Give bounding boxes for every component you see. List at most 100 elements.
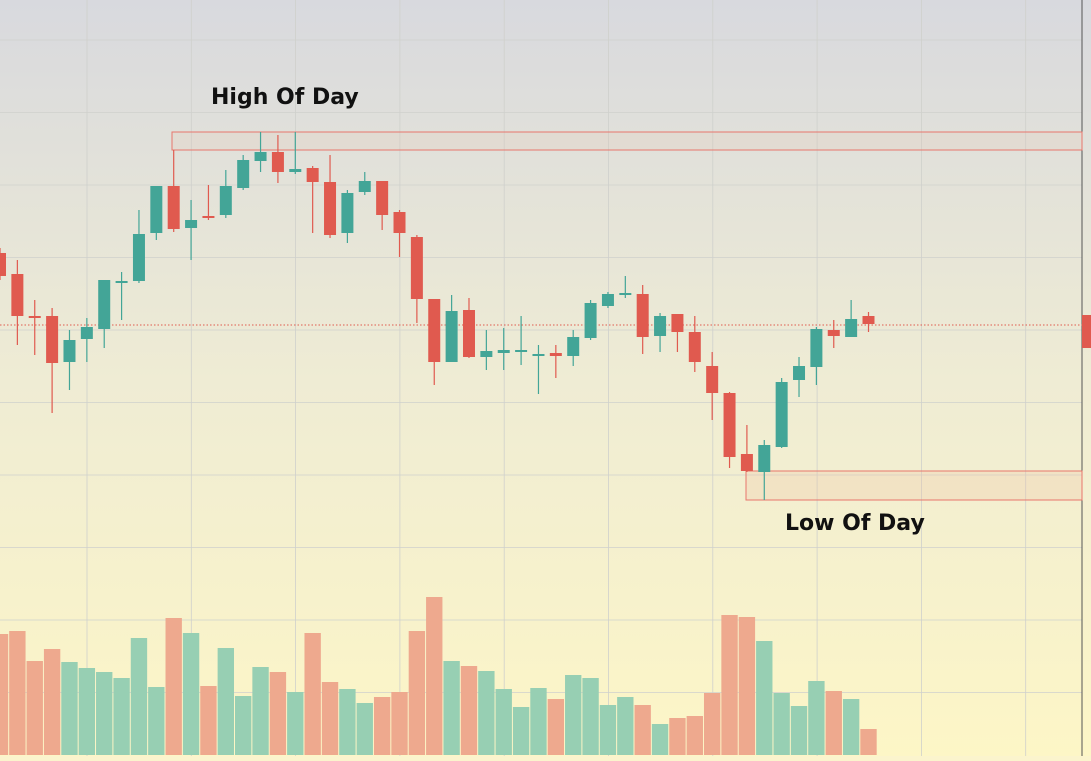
candle-body [497, 350, 510, 353]
volume-bar [391, 692, 408, 755]
candle-body [654, 316, 667, 336]
candle-body [306, 168, 319, 182]
candle-body [723, 393, 736, 457]
bottom-edge [0, 756, 1091, 761]
annotation-label: Low Of Day [785, 511, 925, 536]
candle-body [567, 337, 580, 356]
volume-bar [617, 697, 634, 755]
candle-body [150, 186, 163, 233]
volume-bar [165, 618, 182, 755]
candle-body [410, 237, 423, 299]
volume-bar [651, 724, 669, 755]
price-tag [1082, 315, 1091, 348]
volume-bar [269, 672, 287, 755]
candle-body [393, 212, 406, 233]
volume-bar [182, 633, 200, 755]
volume-bar [26, 661, 43, 755]
annotation-label: High Of Day [211, 85, 359, 110]
volume-bar [530, 688, 547, 755]
volume-bar [426, 597, 443, 755]
candle-body [636, 294, 649, 337]
candle-body [167, 186, 180, 229]
volume-bar [234, 696, 252, 755]
candle-body [601, 294, 614, 306]
volume-bar [738, 617, 756, 755]
volume-bar [252, 667, 269, 755]
candle-body [80, 327, 93, 339]
volume-bar [43, 649, 61, 755]
candle-body [0, 253, 6, 276]
candle-body [445, 311, 458, 362]
level-zone [171, 131, 1083, 151]
candle-body [775, 382, 788, 447]
volume-bar [686, 716, 703, 755]
candle-body [28, 316, 41, 318]
volume-bar [408, 631, 426, 755]
candle-body [688, 332, 701, 362]
volume-bar [130, 638, 148, 755]
volume-bar [773, 693, 790, 755]
candle-body [428, 299, 441, 362]
candle-body [341, 193, 354, 233]
candle-body [515, 350, 528, 352]
volume-bar [703, 693, 721, 755]
volume-bar [599, 705, 617, 755]
volume-bar [304, 633, 321, 755]
candle-body [324, 182, 337, 235]
volume-bar [200, 686, 217, 755]
candle-body [185, 220, 198, 228]
candle-body [63, 340, 76, 362]
candle-body [46, 316, 59, 363]
candle-body [237, 160, 250, 188]
volume-bar [0, 634, 9, 755]
candle-body [132, 234, 145, 281]
candle-body [827, 330, 840, 336]
candle-body [619, 293, 632, 295]
volume-bar [756, 641, 773, 755]
candle-body [202, 216, 215, 218]
volume-bar [460, 666, 478, 755]
candle-body [462, 310, 475, 357]
candle-body [845, 319, 858, 337]
candle-body [532, 354, 545, 356]
candle-body [706, 366, 719, 393]
candle-body [376, 181, 389, 215]
volume-bar [825, 691, 842, 755]
volume-bar [634, 705, 651, 755]
volume-bar [808, 681, 825, 755]
volume-bar [217, 648, 234, 755]
candle-body [219, 186, 232, 215]
volume-bar [287, 692, 304, 755]
candle-body [758, 445, 771, 472]
volume-bar [842, 699, 860, 755]
candle-body [254, 152, 267, 161]
volume-bar [61, 662, 78, 755]
volume-bar [582, 678, 599, 755]
candle-body [480, 351, 493, 357]
volume-bar [113, 678, 130, 755]
volume-bar [9, 631, 26, 755]
volume-bar [78, 668, 96, 755]
volume-bar [148, 687, 165, 755]
volume-bar [495, 689, 512, 755]
volume-bar [721, 615, 738, 755]
volume-bar [443, 661, 460, 755]
volume-bar [790, 706, 808, 755]
candle-body [793, 366, 806, 380]
candle-body [271, 152, 284, 172]
candle-body [98, 280, 111, 329]
volume-bar [547, 699, 565, 755]
volume-bar [373, 697, 391, 755]
candle-body [358, 181, 371, 192]
volume-bar [478, 671, 495, 755]
candle-body [549, 353, 562, 356]
volume-bar [565, 675, 582, 755]
volume-bar [669, 718, 686, 755]
volume-bar [339, 689, 356, 755]
volume-bar [512, 707, 530, 755]
candle-body [862, 316, 875, 324]
candle-body [584, 303, 597, 338]
